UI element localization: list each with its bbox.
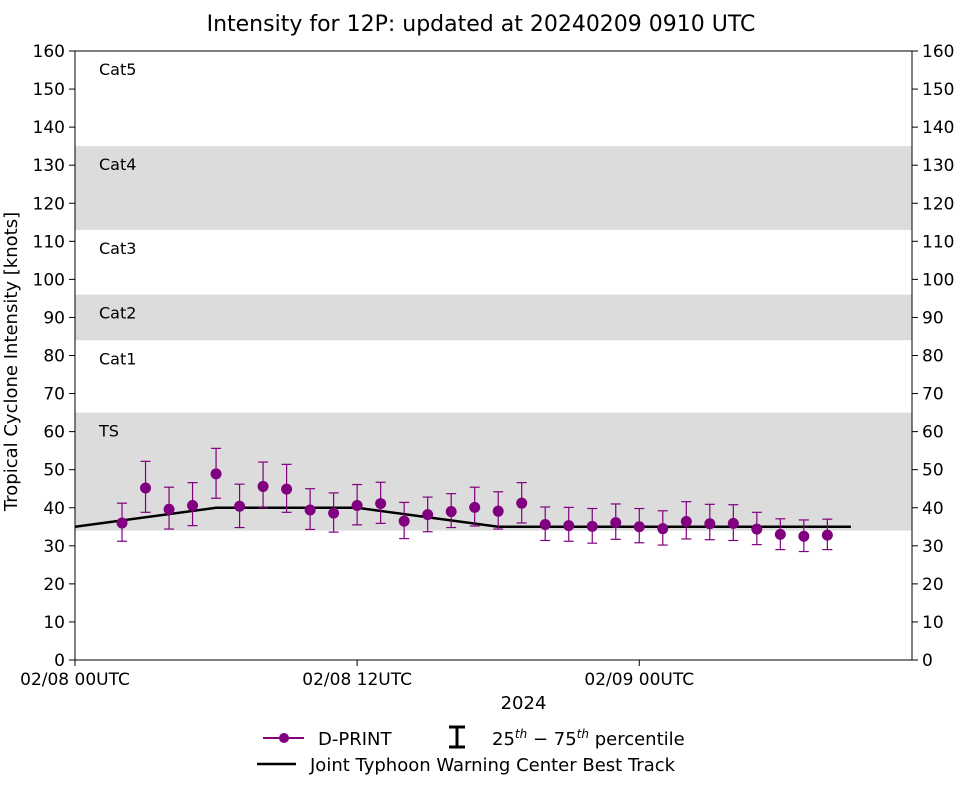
y-tick-label-left: 20 [43, 575, 65, 595]
category-label-cat1: Cat1 [99, 349, 136, 368]
legend-dprint-label: D-PRINT [318, 729, 392, 750]
y-tick-label-right: 70 [922, 385, 944, 405]
dprint-point [469, 501, 481, 513]
dprint-point [281, 483, 293, 495]
dprint-point [116, 517, 128, 529]
dprint-point [492, 505, 504, 517]
category-label-cat2: Cat2 [99, 304, 136, 323]
y-tick-label-right: 50 [922, 461, 944, 481]
dprint-point [610, 517, 622, 529]
dprint-point [727, 517, 739, 529]
y-tick-label-right: 120 [922, 194, 954, 214]
x-axis-label: 2024 [501, 693, 547, 714]
y-tick-label-left: 160 [33, 42, 65, 62]
dprint-point [257, 480, 269, 492]
category-label-cat5: Cat5 [99, 60, 136, 79]
dprint-point [422, 509, 434, 521]
dprint-point [704, 518, 716, 530]
y-tick-label-right: 90 [922, 308, 944, 328]
category-label-ts: TS [98, 422, 119, 441]
category-label-cat3: Cat3 [99, 239, 136, 258]
y-tick-label-left: 70 [43, 385, 65, 405]
dprint-point [798, 530, 810, 542]
x-axis-ticks: 02/08 00UTC 02/08 12UTC 02/09 00UTC [20, 660, 694, 690]
y-tick-label-right: 110 [922, 232, 954, 252]
y-tick-label-left: 80 [43, 347, 65, 367]
legend: D-PRINT 25th − 75th percentile Joint Typ… [257, 725, 685, 776]
y-tick-label-left: 140 [33, 118, 65, 138]
y-tick-label-left: 30 [43, 537, 65, 557]
chart-title: Intensity for 12P: updated at 20240209 0… [207, 12, 756, 37]
y-axis-right-ticks: 0 10 20 30 40 50 60 70 80 90 100 110 120 130 140 150 160 [912, 42, 954, 671]
dprint-points [116, 468, 833, 542]
dprint-point [234, 500, 246, 512]
dprint-point [304, 504, 316, 516]
x-tick-label: 02/08 00UTC [20, 670, 130, 690]
dprint-point [586, 520, 598, 532]
dprint-point [187, 499, 199, 511]
legend-besttrack-label: Joint Typhoon Warning Center Best Track [309, 755, 676, 776]
dprint-point [751, 523, 763, 535]
category-labels: TS Cat1 Cat2 Cat3 Cat4 Cat5 [98, 60, 136, 441]
dprint-point [398, 515, 410, 527]
y-tick-label-right: 130 [922, 156, 954, 176]
y-tick-label-left: 60 [43, 423, 65, 443]
y-tick-label-right: 60 [922, 423, 944, 443]
dprint-point [680, 515, 692, 527]
legend-percentile-label: 25th − 75th percentile [492, 727, 685, 750]
category-bands [75, 146, 912, 531]
y-tick-label-right: 140 [922, 118, 954, 138]
dprint-point [563, 520, 575, 532]
y-tick-label-left: 90 [43, 308, 65, 328]
legend-errorbar-icon [449, 725, 465, 749]
dprint-point [328, 507, 340, 519]
y-tick-label-right: 160 [922, 42, 954, 62]
y-tick-label-left: 110 [33, 232, 65, 252]
dprint-point [375, 498, 387, 510]
y-axis-left-ticks: 0 10 20 30 40 50 60 70 80 90 100 110 120 130 140 150 160 [33, 42, 75, 671]
y-tick-label-left: 50 [43, 461, 65, 481]
y-tick-label-left: 150 [33, 80, 65, 100]
category-label-cat4: Cat4 [99, 155, 136, 174]
y-tick-label-left: 130 [33, 156, 65, 176]
dprint-point [516, 497, 528, 509]
dprint-point [445, 506, 457, 518]
y-tick-label-right: 0 [922, 651, 933, 671]
y-tick-label-left: 120 [33, 194, 65, 214]
legend-dprint-marker [279, 733, 289, 743]
dprint-point [774, 528, 786, 540]
dprint-point [140, 482, 152, 494]
y-tick-label-right: 150 [922, 80, 954, 100]
y-axis-label: Tropical Cyclone Intensity [knots] [1, 212, 22, 512]
plot-frame [74, 50, 913, 661]
dprint-point [163, 503, 175, 515]
y-tick-label-right: 80 [922, 347, 944, 367]
y-tick-label-left: 0 [54, 651, 65, 671]
dprint-point [633, 521, 645, 533]
y-tick-label-right: 40 [922, 499, 944, 519]
y-tick-label-right: 100 [922, 270, 954, 290]
dprint-point [351, 499, 363, 511]
y-tick-label-left: 40 [43, 499, 65, 519]
band-cat2 [75, 294, 912, 341]
band-cat4 [75, 146, 912, 230]
dprint-point [210, 468, 222, 480]
y-tick-label-left: 10 [43, 613, 65, 633]
y-tick-label-left: 100 [33, 270, 65, 290]
dprint-point [821, 529, 833, 541]
dprint-point [539, 518, 551, 530]
x-tick-label: 02/09 00UTC [584, 670, 694, 690]
dprint-point [657, 523, 669, 535]
y-tick-label-right: 10 [922, 613, 944, 633]
y-tick-label-right: 20 [922, 575, 944, 595]
x-tick-label: 02/08 12UTC [302, 670, 412, 690]
y-tick-label-right: 30 [922, 537, 944, 557]
